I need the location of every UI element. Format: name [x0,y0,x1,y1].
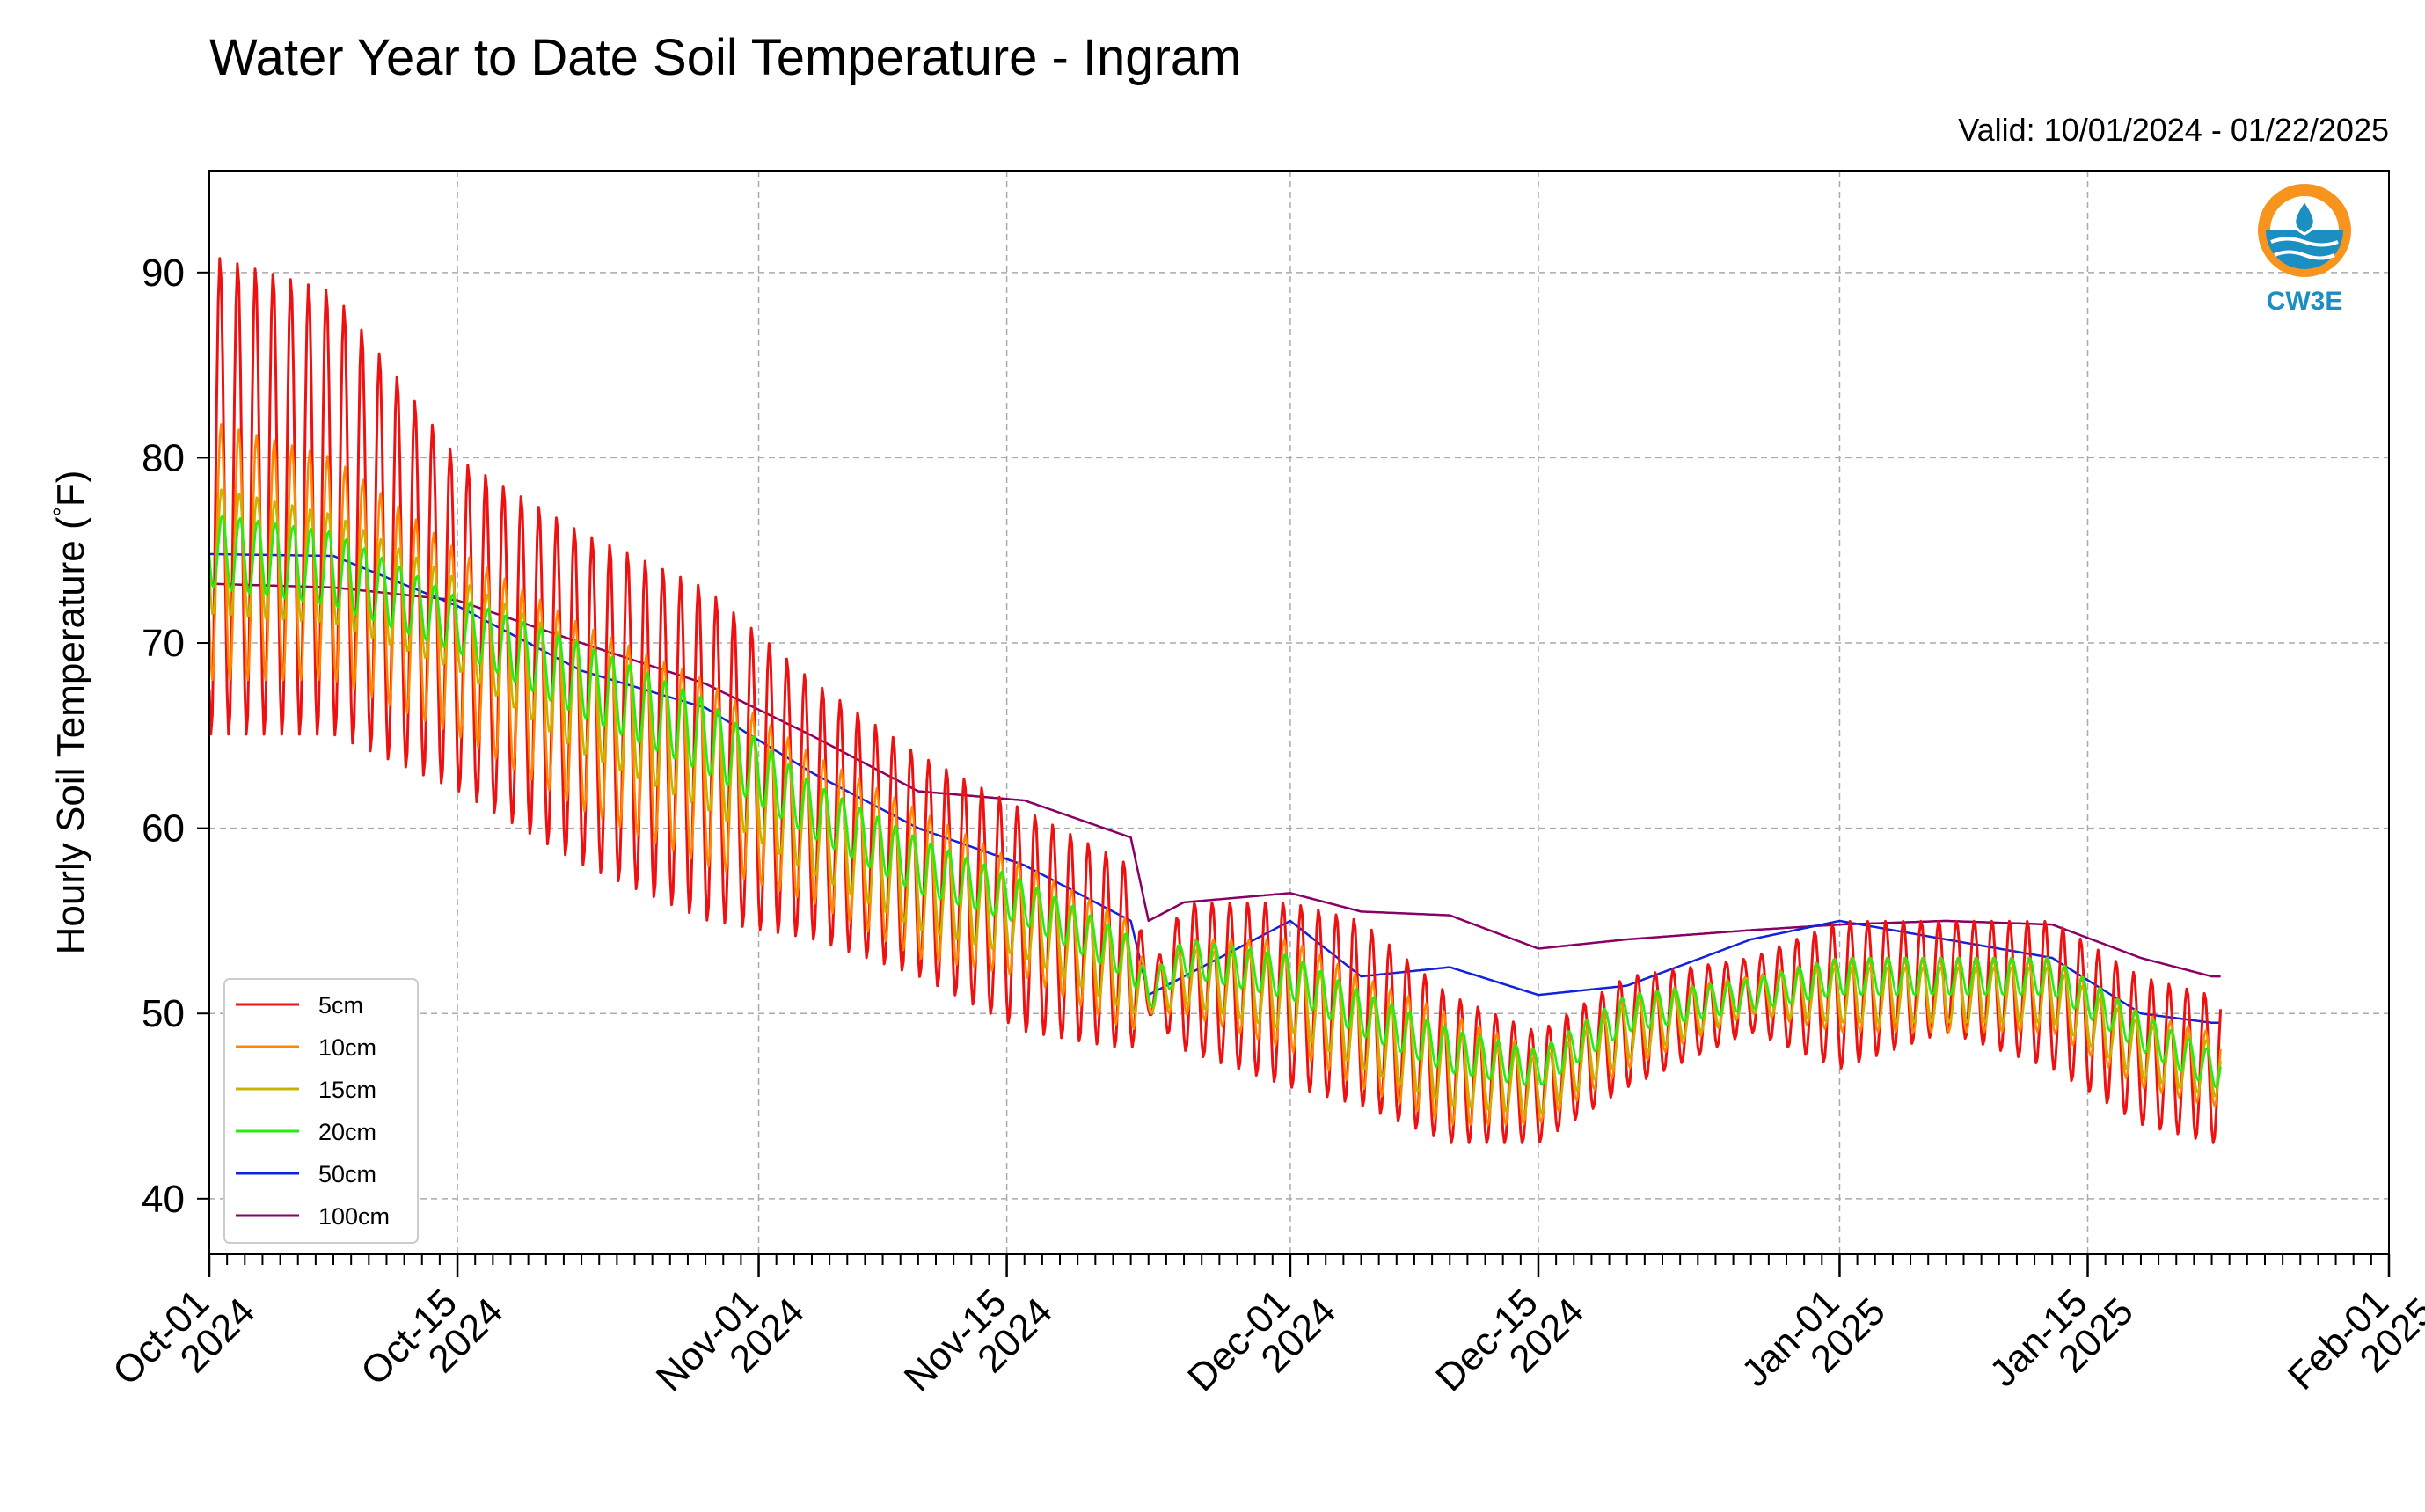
plot-frame [208,170,2390,1255]
valid-date-range: Valid: 10/01/2024 - 01/22/2025 [1958,112,2389,148]
legend-label-15cm: 15cm [318,1077,376,1103]
legend-label-10cm: 10cm [318,1034,376,1061]
series-layer [208,257,2223,1144]
chart-title: Water Year to Date Soil Temperature - In… [209,29,1241,86]
logo-text: CW3E [2267,287,2343,316]
y-tick-label: 70 [142,622,185,665]
y-tick-label: 50 [142,992,185,1035]
gridlines [208,171,2390,1254]
logo-drop-icon [2293,198,2316,236]
y-tick-label: 40 [142,1178,185,1221]
legend-label-20cm: 20cm [318,1119,376,1145]
series-line-5cm [208,257,2223,1144]
cw3e-logo: CW3E [2258,184,2351,316]
y-tick-label: 80 [142,436,185,479]
legend: 5cm 10cm 15cm 20cm 50cm 100cm [223,978,419,1244]
y-tick-label: 60 [142,807,185,851]
y-axis-label: Hourly Soil Temperature (°F) [48,471,93,955]
series-line-15cm [208,488,2222,1114]
legend-label-100cm: 100cm [318,1203,390,1230]
series-line-20cm [208,514,2222,1089]
legend-label-50cm: 50cm [318,1161,376,1187]
legend-label-5cm: 5cm [318,992,363,1019]
y-axis: 40 50 60 70 80 90 [142,252,209,1221]
legend-box [223,978,419,1244]
y-tick-label: 90 [142,252,185,295]
